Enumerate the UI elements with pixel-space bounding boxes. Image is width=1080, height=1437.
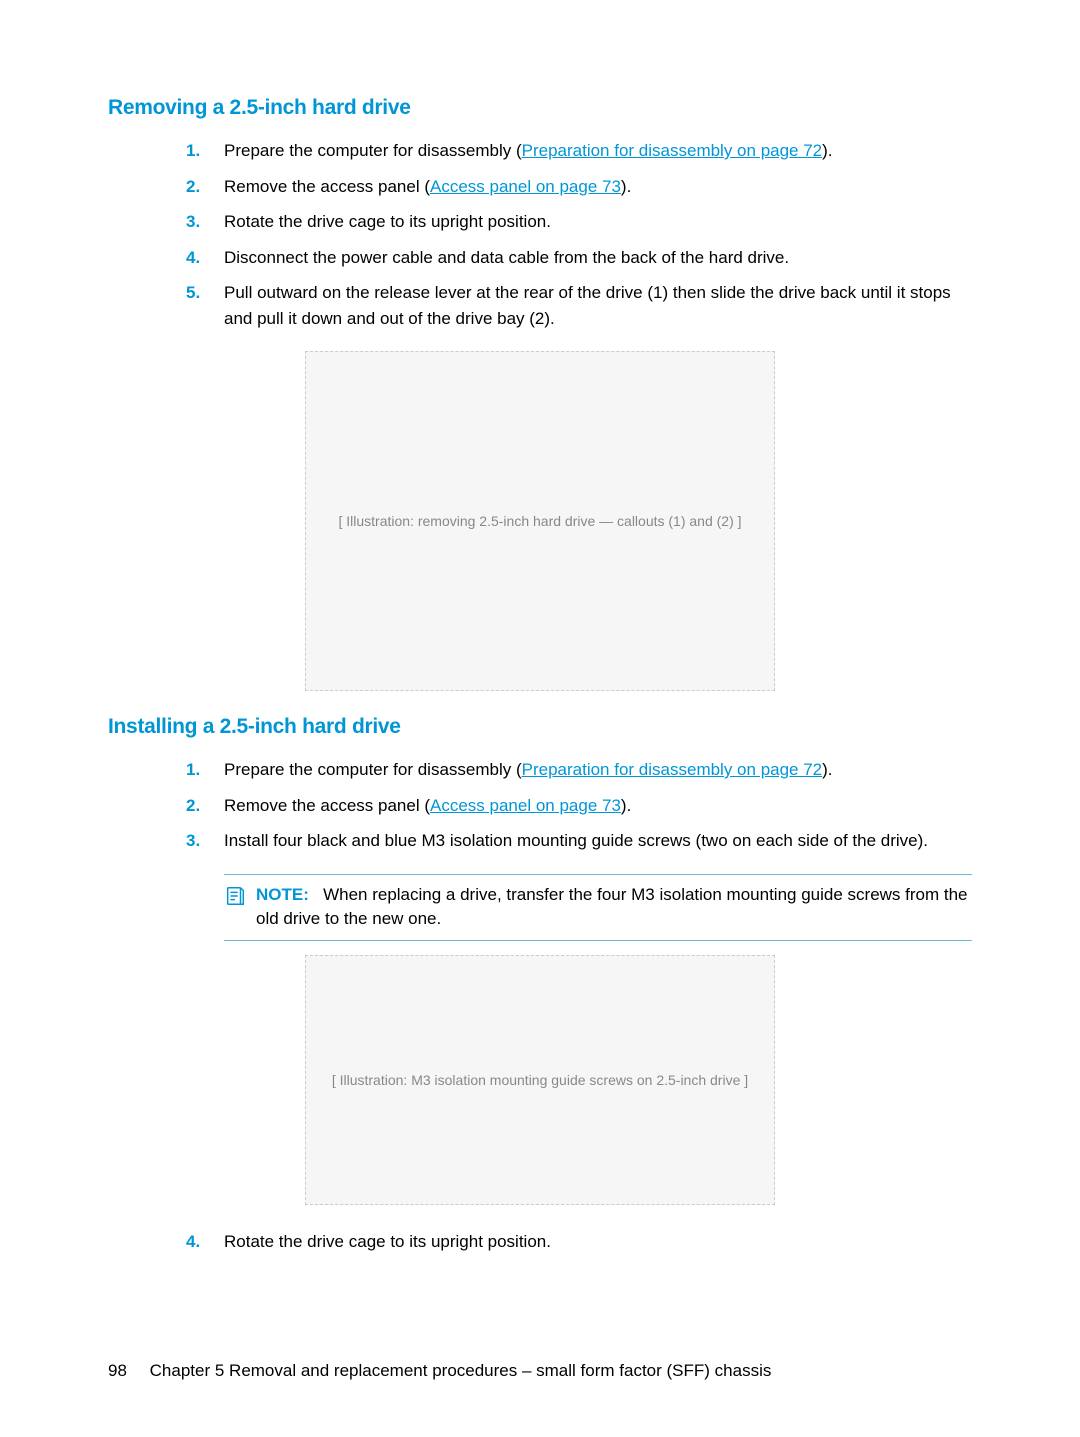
note-text: When replacing a drive, transfer the fou…	[256, 885, 968, 929]
step-item: 4. Rotate the drive cage to its upright …	[186, 1229, 972, 1255]
step-text: Remove the access panel (	[224, 177, 430, 196]
section-heading-removing: Removing a 2.5-inch hard drive	[108, 96, 972, 120]
steps-list-removing: 1. Prepare the computer for disassembly …	[186, 138, 972, 331]
note-text	[314, 885, 323, 904]
note-icon	[224, 885, 246, 907]
section-heading-installing: Installing a 2.5-inch hard drive	[108, 715, 972, 739]
step-item: 2. Remove the access panel (Access panel…	[186, 174, 972, 200]
step-number: 2.	[186, 793, 200, 819]
page-footer: 98 Chapter 5 Removal and replacement pro…	[108, 1361, 771, 1381]
step-text: Prepare the computer for disassembly (	[224, 141, 522, 160]
note-label: NOTE:	[256, 885, 309, 904]
figure-installing-screws: [ Illustration: M3 isolation mounting gu…	[305, 955, 775, 1205]
note-content: NOTE: When replacing a drive, transfer t…	[256, 883, 972, 932]
step-text: ).	[822, 141, 832, 160]
step-item: 5. Pull outward on the release lever at …	[186, 280, 972, 331]
step-text: Remove the access panel (	[224, 796, 430, 815]
step-number: 2.	[186, 174, 200, 200]
step-text: Prepare the computer for disassembly (	[224, 760, 522, 779]
step-text: Disconnect the power cable and data cabl…	[224, 248, 789, 267]
page-number: 98	[108, 1361, 127, 1380]
xref-link[interactable]: Preparation for disassembly on page 72	[522, 141, 823, 160]
step-item: 1. Prepare the computer for disassembly …	[186, 138, 972, 164]
steps-list-installing-b: 4. Rotate the drive cage to its upright …	[186, 1229, 972, 1255]
step-text: ).	[621, 177, 631, 196]
chapter-title: Chapter 5 Removal and replacement proced…	[150, 1361, 772, 1380]
xref-link[interactable]: Access panel on page 73	[430, 177, 621, 196]
step-number: 1.	[186, 138, 200, 164]
step-text: Install four black and blue M3 isolation…	[224, 831, 928, 850]
step-number: 4.	[186, 1229, 200, 1255]
step-text: Pull outward on the release lever at the…	[224, 283, 951, 328]
step-number: 1.	[186, 757, 200, 783]
step-number: 3.	[186, 828, 200, 854]
step-text: ).	[822, 760, 832, 779]
step-text: ).	[621, 796, 631, 815]
xref-link[interactable]: Access panel on page 73	[430, 796, 621, 815]
step-item: 4. Disconnect the power cable and data c…	[186, 245, 972, 271]
step-item: 3. Install four black and blue M3 isolat…	[186, 828, 972, 854]
figure-removing-drive: [ Illustration: removing 2.5-inch hard d…	[305, 351, 775, 691]
step-text: Rotate the drive cage to its upright pos…	[224, 1232, 551, 1251]
step-number: 5.	[186, 280, 200, 306]
xref-link[interactable]: Preparation for disassembly on page 72	[522, 760, 823, 779]
step-item: 1. Prepare the computer for disassembly …	[186, 757, 972, 783]
step-item: 3. Rotate the drive cage to its upright …	[186, 209, 972, 235]
step-text: Rotate the drive cage to its upright pos…	[224, 212, 551, 231]
step-number: 3.	[186, 209, 200, 235]
note-box: NOTE: When replacing a drive, transfer t…	[224, 874, 972, 941]
step-number: 4.	[186, 245, 200, 271]
step-item: 2. Remove the access panel (Access panel…	[186, 793, 972, 819]
steps-list-installing-a: 1. Prepare the computer for disassembly …	[186, 757, 972, 854]
